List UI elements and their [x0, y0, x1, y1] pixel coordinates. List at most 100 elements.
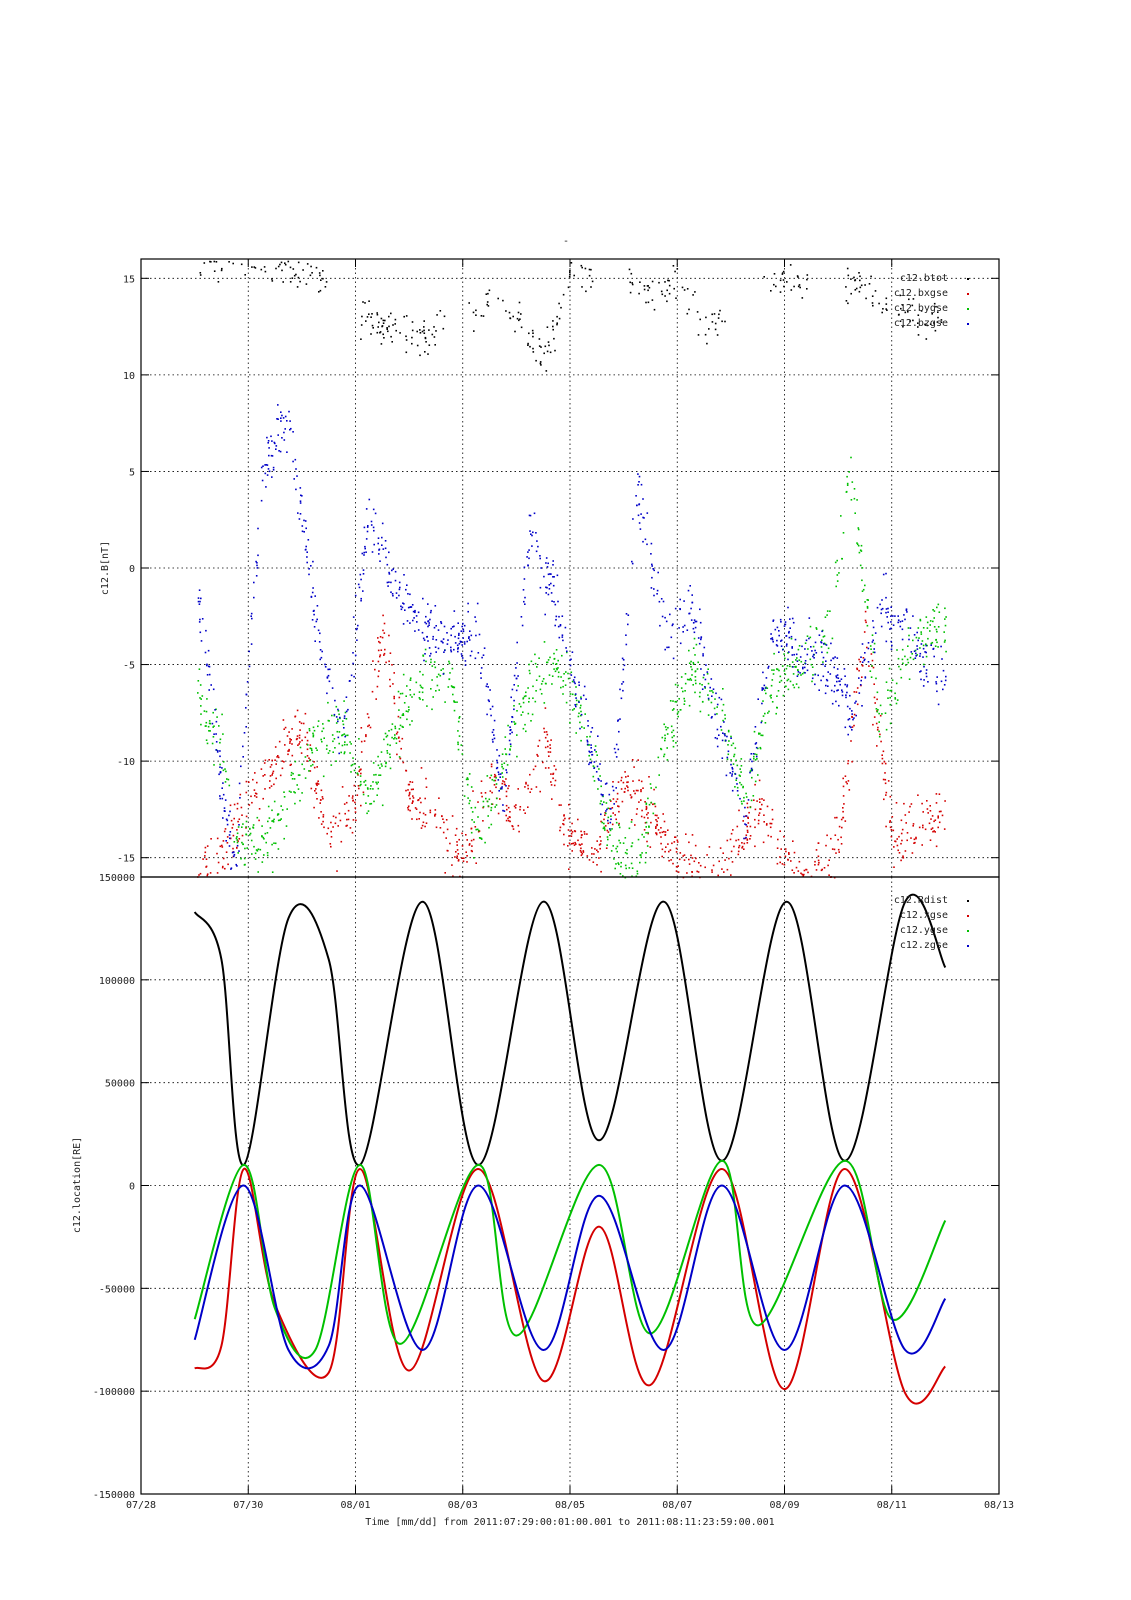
data-point [317, 720, 320, 722]
data-point [312, 732, 314, 735]
data-point [350, 674, 353, 677]
data-point [623, 791, 626, 793]
data-point [253, 581, 255, 584]
data-point [628, 867, 631, 869]
data-point [421, 330, 424, 333]
data-point [567, 829, 570, 831]
data-point [860, 544, 863, 547]
data-point [352, 616, 355, 618]
data-point [835, 852, 837, 854]
data-point [769, 822, 771, 825]
data-point [856, 668, 859, 671]
data-point [750, 767, 753, 770]
data-point [522, 589, 525, 591]
data-point [545, 370, 548, 372]
data-point [520, 616, 523, 618]
data-point [673, 735, 675, 737]
data-point [508, 753, 511, 756]
data-point [846, 684, 849, 686]
data-point [757, 819, 760, 822]
data-point [562, 819, 565, 822]
data-point [550, 573, 552, 575]
data-point [676, 841, 679, 843]
data-point [926, 324, 929, 327]
data-point [413, 617, 415, 619]
data-point [605, 782, 608, 785]
data-point [694, 291, 696, 293]
data-point [864, 584, 866, 587]
data-point [654, 805, 657, 808]
data-point [818, 861, 820, 864]
series-c12.zgse [193, 1184, 947, 1370]
data-point [351, 831, 354, 834]
data-point [284, 428, 286, 430]
data-point [826, 614, 828, 616]
data-point [563, 843, 565, 846]
data-point [837, 677, 840, 679]
data-point [378, 670, 380, 672]
data-point [754, 759, 757, 761]
data-point [323, 737, 325, 739]
data-point [922, 685, 925, 687]
data-point [612, 798, 615, 800]
data-point [926, 808, 929, 810]
data-point [830, 659, 832, 662]
data-point [635, 875, 638, 878]
data-point [390, 335, 392, 338]
data-point [741, 847, 743, 849]
data-point [546, 566, 549, 568]
data-point [913, 650, 916, 652]
data-point [745, 815, 748, 817]
data-point [686, 678, 689, 681]
data-point [654, 814, 657, 817]
data-point [425, 660, 427, 663]
data-point [411, 720, 413, 722]
data-point [600, 793, 603, 796]
data-point [810, 663, 813, 666]
data-point [529, 530, 531, 532]
data-point [307, 539, 310, 541]
data-point [385, 762, 387, 765]
data-point [268, 787, 271, 789]
data-point [722, 852, 724, 854]
data-point [783, 670, 786, 672]
data-point [586, 736, 588, 738]
data-point [780, 679, 783, 682]
data-point [873, 648, 875, 650]
data-point [570, 658, 572, 661]
data-point [770, 290, 772, 292]
data-point [276, 814, 279, 816]
data-point [817, 674, 819, 677]
data-point [232, 834, 235, 837]
data-point [618, 824, 620, 826]
data-point [581, 853, 584, 855]
data-point [513, 708, 515, 711]
data-point [766, 823, 768, 825]
data-point [853, 713, 856, 716]
data-point [301, 792, 303, 794]
data-point [273, 441, 276, 444]
series-c12.btot [199, 260, 943, 372]
data-point [665, 846, 667, 848]
data-point [887, 607, 889, 610]
data-point [442, 831, 445, 834]
data-point [790, 289, 793, 291]
data-point [213, 725, 215, 727]
data-point [744, 823, 746, 825]
data-point [785, 667, 788, 670]
data-point [437, 647, 440, 650]
data-point [527, 564, 529, 566]
data-point [570, 832, 573, 835]
data-point [936, 630, 938, 633]
data-point [758, 779, 761, 782]
data-point [851, 729, 853, 731]
legend-label: c12.btot [900, 273, 948, 284]
data-point [824, 665, 826, 667]
data-point [581, 726, 583, 728]
data-point [419, 354, 421, 357]
data-point [804, 662, 807, 665]
data-point [428, 647, 431, 649]
data-point [937, 603, 940, 606]
data-point [664, 850, 666, 853]
data-point [851, 760, 853, 763]
